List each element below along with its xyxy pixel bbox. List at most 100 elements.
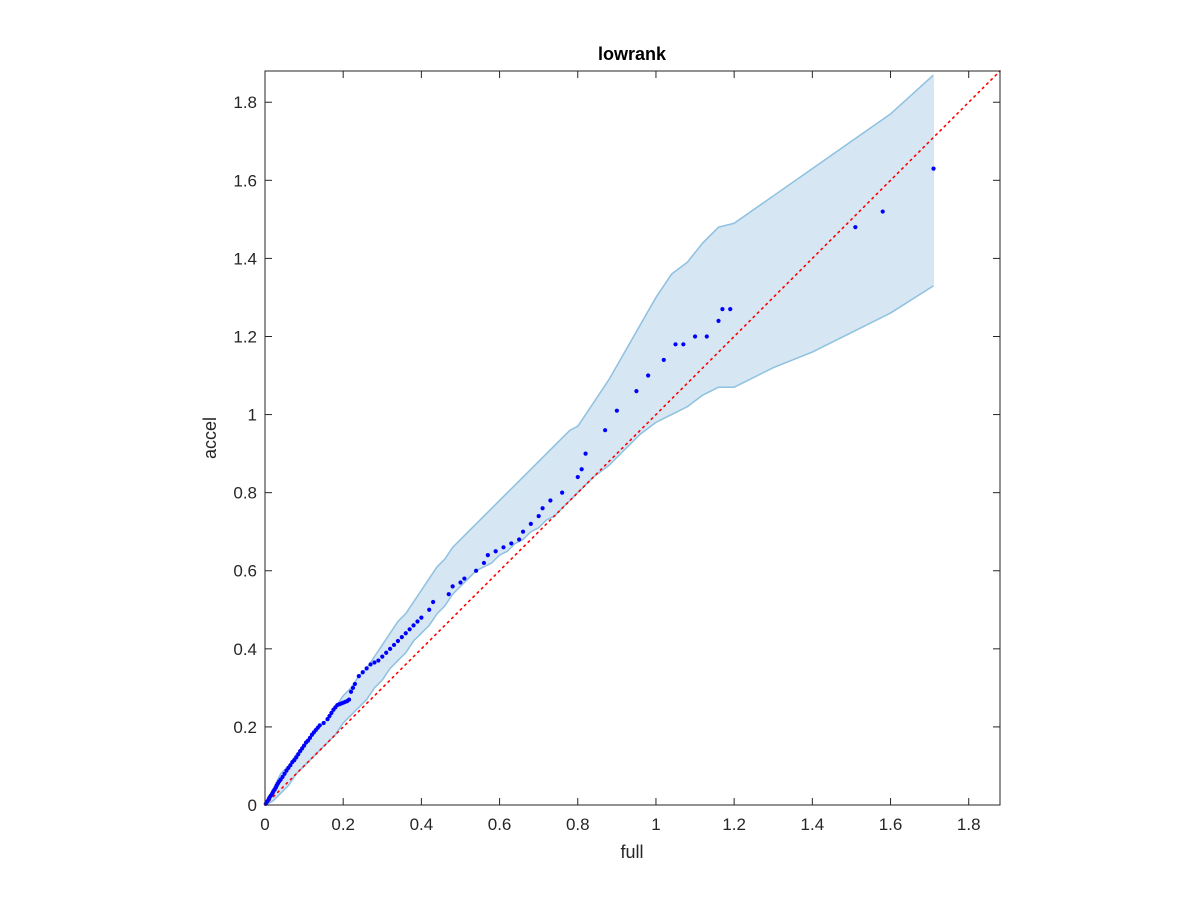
data-point	[368, 662, 373, 667]
data-point	[356, 674, 361, 679]
data-point	[450, 584, 455, 589]
x-tick-label: 1.6	[879, 815, 903, 834]
y-tick-label: 0	[248, 796, 257, 815]
y-tick-label: 1.2	[233, 327, 257, 346]
data-point	[296, 752, 301, 757]
data-point	[634, 389, 639, 394]
data-point	[728, 307, 733, 312]
data-point	[395, 638, 401, 644]
data-point	[560, 490, 565, 495]
data-point	[493, 549, 498, 554]
data-point	[380, 654, 385, 659]
y-tick-label: 0.2	[233, 718, 257, 737]
data-point	[509, 541, 514, 546]
x-tick-label: 0.8	[566, 815, 590, 834]
data-point	[661, 357, 666, 363]
data-point	[403, 631, 408, 636]
data-point	[520, 529, 526, 534]
x-tick-label: 0.4	[410, 815, 434, 834]
data-point	[415, 619, 420, 624]
data-point	[325, 717, 330, 722]
reference-line	[264, 70, 1001, 806]
data-point	[419, 615, 424, 620]
data-point	[603, 428, 608, 433]
data-point	[329, 710, 334, 715]
data-point	[360, 670, 365, 675]
data-point	[348, 689, 354, 694]
data-point	[327, 713, 332, 719]
y-tick-label: 0.4	[233, 640, 257, 659]
data-point	[528, 521, 533, 526]
data-point	[282, 771, 287, 776]
data-point	[720, 307, 725, 312]
data-point	[673, 342, 678, 347]
chart-title: lowrank	[598, 44, 667, 64]
x-tick-label: 1.8	[957, 815, 981, 834]
data-point	[548, 498, 553, 503]
data-point	[307, 735, 313, 740]
x-tick-label: 0.6	[488, 815, 512, 834]
axes-box	[264, 70, 1001, 806]
points-layer	[263, 166, 936, 806]
y-tick-label: 1.8	[233, 93, 257, 112]
data-point	[716, 318, 721, 323]
data-point	[614, 408, 619, 413]
data-point	[501, 545, 506, 550]
data-point	[517, 537, 522, 542]
y-axis-label: accel	[200, 417, 220, 459]
data-point	[575, 474, 580, 480]
data-point	[704, 334, 709, 339]
data-point	[391, 642, 397, 648]
data-point	[321, 720, 326, 726]
y-tick-label: 0.8	[233, 484, 257, 503]
x-tick-label: 1	[651, 815, 660, 834]
data-point	[399, 635, 404, 640]
data-point	[376, 658, 381, 663]
data-point	[536, 513, 541, 519]
y-tick-label: 1.6	[233, 171, 257, 190]
data-point	[583, 451, 588, 456]
data-point	[462, 576, 467, 581]
y-tick-label: 0.6	[233, 562, 257, 581]
data-point	[364, 666, 369, 671]
data-point	[481, 560, 487, 566]
data-point	[317, 723, 322, 728]
data-point	[474, 568, 479, 573]
data-point	[931, 166, 936, 171]
ticks-layer: 0 0.2 0.4 0.6 0.8 1 1.2 1.4 1.6 1.8 0 0.2 0.4 0.6 0.8 1…	[233, 71, 1000, 834]
x-tick-label: 0.2	[331, 815, 355, 834]
x-tick-label: 1.2	[722, 815, 746, 834]
data-point	[427, 607, 432, 612]
data-point	[853, 225, 858, 230]
data-point	[446, 592, 451, 597]
data-point	[280, 774, 285, 779]
data-point	[485, 553, 490, 558]
data-point	[681, 342, 686, 347]
data-point	[388, 646, 393, 651]
x-tick-label: 1.4	[801, 815, 825, 834]
data-point	[407, 627, 412, 632]
data-point	[540, 506, 545, 511]
data-point	[350, 685, 356, 690]
x-tick-label: 0	[260, 815, 269, 834]
data-point	[301, 743, 307, 748]
data-point	[458, 580, 463, 585]
data-point	[346, 697, 352, 702]
y-tick-label: 1.4	[233, 249, 257, 268]
data-point	[288, 763, 293, 768]
data-point	[294, 755, 299, 760]
reference-line-layer	[264, 70, 1001, 806]
data-point	[372, 660, 377, 665]
data-point	[431, 599, 436, 605]
y-tick-label: 1	[248, 406, 257, 425]
data-point	[880, 209, 885, 214]
data-point	[579, 467, 584, 472]
data-point	[352, 681, 358, 687]
data-point	[411, 623, 416, 628]
data-point	[692, 334, 698, 339]
x-axis-label: full	[620, 842, 643, 862]
confidence-band	[265, 74, 934, 806]
data-point	[646, 373, 651, 378]
data-point	[384, 650, 389, 655]
